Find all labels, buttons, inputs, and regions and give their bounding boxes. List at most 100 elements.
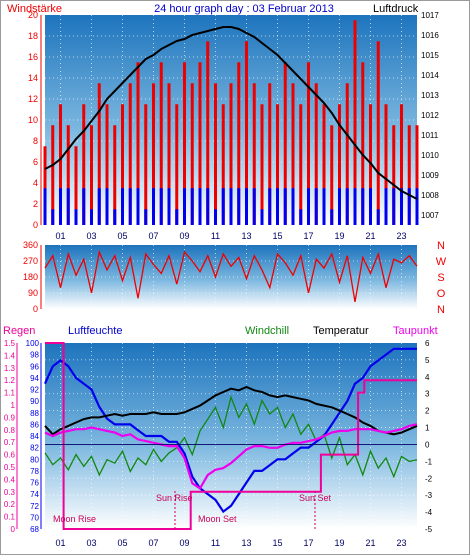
humidity-tick-label: 86 [30, 420, 39, 429]
direction-tick-label: 90 [28, 288, 38, 298]
pressure-tick-label: 1012 [421, 111, 439, 120]
wind-pressure-axes: 0246810121416182010071008100910101011101… [28, 10, 439, 241]
wind-tick-label: 10 [28, 115, 38, 125]
humidity-tick-label: 88 [30, 409, 39, 418]
rain-tick-label: 1.2 [4, 376, 16, 385]
humidity-tick-label: 96 [30, 362, 39, 371]
time-tick-label: 09 [179, 231, 189, 241]
chart-title: 24 hour graph day : 03 Februar 2013 [154, 3, 334, 15]
wind-tick-label: 8 [33, 136, 38, 146]
temperature-tick-label: 0 [425, 440, 430, 449]
time-tick-label: 19 [334, 538, 344, 548]
rain-tick-label: 0.3 [4, 488, 16, 497]
legend-windchill: Windchill [245, 325, 289, 337]
temperature-tick-label: 4 [425, 373, 430, 382]
wind-axis-title: Windstärke [7, 3, 62, 15]
rain-step-line [45, 342, 417, 530]
pressure-tick-label: 1007 [421, 211, 439, 220]
rain-tick-label: 0.4 [4, 475, 16, 484]
direction-tick-label: 180 [23, 272, 38, 282]
rain-tick-label: 0.5 [4, 463, 16, 472]
rain-axis-title: Regen [3, 325, 35, 337]
rain-tick-label: 0.9 [4, 413, 16, 422]
compass-label: N [437, 304, 445, 316]
pressure-tick-label: 1014 [421, 71, 439, 80]
rain-tick-label: 0.7 [4, 438, 16, 447]
temperature-tick-label: 2 [425, 407, 430, 416]
legend-dewpoint: Taupunkt [393, 325, 438, 337]
time-tick-label: 05 [117, 231, 127, 241]
pressure-tick-label: 1013 [421, 91, 439, 100]
temperature-tick-label: 3 [425, 390, 430, 399]
direction-tick-label: 0 [33, 304, 38, 314]
direction-tick-label: 270 [23, 256, 38, 266]
time-tick-label: 19 [334, 231, 344, 241]
rain-tick-label: 1.1 [4, 389, 16, 398]
wind-tick-label: 18 [28, 31, 38, 41]
humidity-tick-label: 92 [30, 386, 39, 395]
time-tick-label: 17 [303, 538, 313, 548]
time-tick-label: 13 [241, 231, 251, 241]
wind-direction-line [44, 249, 418, 303]
compass-label: O [437, 288, 446, 300]
time-tick-label: 17 [303, 231, 313, 241]
dewpoint-line [44, 423, 418, 490]
temperature-tick-label: -4 [425, 508, 433, 517]
compass-label: W [436, 256, 447, 268]
wind-tick-label: 20 [28, 10, 38, 20]
rain-tick-label: 1.4 [4, 351, 16, 360]
time-tick-label: 03 [86, 231, 96, 241]
sun-set-label: Sun Set [299, 493, 332, 503]
compass-label: S [437, 272, 444, 284]
wind-tick-label: 12 [28, 94, 38, 104]
rain-tick-label: 0.2 [4, 500, 16, 509]
climate-axes: 0 0.1 0.2 0.3 0.4 0.5 0.6 0.7 0.8 0.9 1 1.1 1.2 1.3 1.… [4, 339, 433, 548]
humidity-tick-label: 84 [30, 432, 39, 441]
temperature-line [44, 385, 418, 436]
wind-tick-label: 14 [28, 73, 38, 83]
humidity-axis-title: Luftfeuchte [68, 325, 122, 337]
humidity-tick-label: 68 [30, 525, 39, 534]
time-tick-label: 07 [148, 538, 158, 548]
time-tick-label: 01 [55, 231, 65, 241]
pressure-tick-label: 1008 [421, 191, 439, 200]
humidity-tick-label: 82 [30, 444, 39, 453]
time-tick-label: 13 [241, 538, 251, 548]
pressure-axis-title: Luftdruck [373, 3, 419, 15]
time-tick-label: 23 [396, 231, 406, 241]
time-tick-label: 03 [86, 538, 96, 548]
humidity-tick-label: 70 [30, 513, 39, 522]
pressure-tick-label: 1010 [421, 151, 439, 160]
time-tick-label: 15 [272, 538, 282, 548]
time-tick-label: 15 [272, 231, 282, 241]
wind-tick-label: 16 [28, 52, 38, 62]
rain-tick-label: 0.6 [4, 451, 16, 460]
humidity-tick-label: 100 [26, 339, 40, 348]
time-tick-label: 21 [365, 231, 375, 241]
humidity-tick-label: 76 [30, 479, 39, 488]
sun-rise-label: Sun Rise [156, 493, 193, 503]
humidity-tick-label: 98 [30, 351, 39, 360]
temperature-tick-label: -3 [425, 491, 433, 500]
wind-tick-label: 0 [33, 220, 38, 230]
time-tick-label: 07 [148, 231, 158, 241]
temperature-tick-label: 1 [425, 424, 430, 433]
temperature-tick-label: -1 [425, 457, 433, 466]
legend-temperature: Temperatur [313, 325, 369, 337]
humidity-tick-label: 72 [30, 502, 39, 511]
time-tick-label: 11 [211, 538, 220, 548]
temperature-tick-label: 6 [425, 339, 430, 348]
humidity-tick-label: 80 [30, 455, 39, 464]
direction-tick-label: 360 [23, 240, 38, 250]
pressure-tick-label: 1017 [421, 11, 439, 20]
time-tick-label: 05 [117, 538, 127, 548]
wind-tick-label: 4 [33, 178, 38, 188]
rain-tick-label: 1 [11, 401, 16, 410]
rain-tick-label: 0.8 [4, 426, 16, 435]
rain-tick-label: 1.3 [4, 364, 16, 373]
humidity-tick-label: 94 [30, 374, 39, 383]
humidity-tick-label: 78 [30, 467, 39, 476]
